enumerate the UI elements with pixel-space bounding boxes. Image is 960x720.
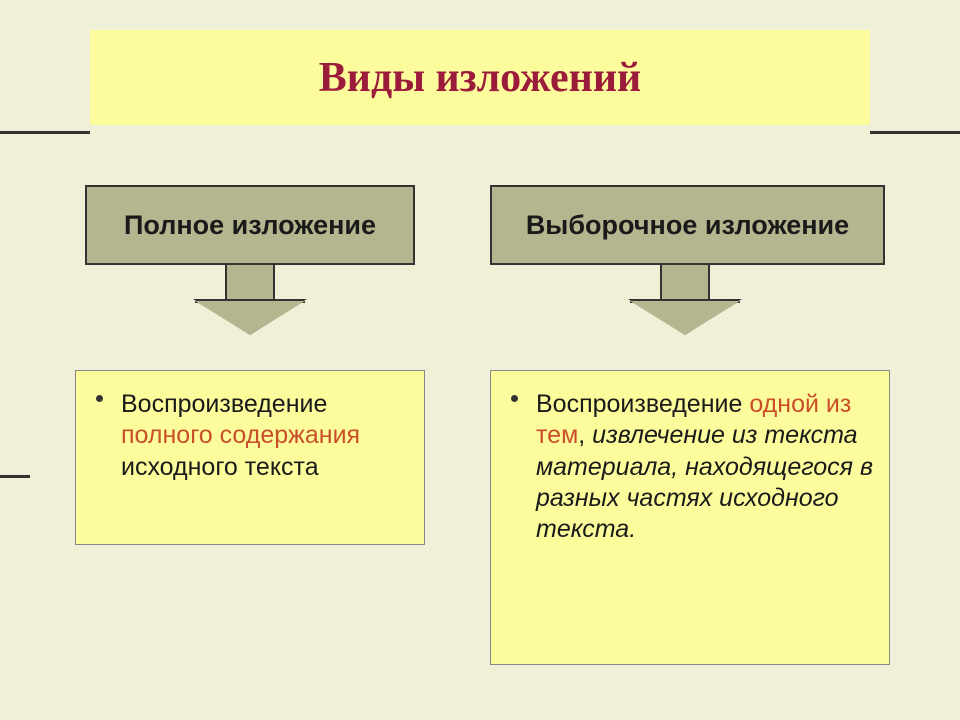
down-arrow-0 (195, 265, 305, 335)
rule-left (0, 131, 90, 134)
bullet-icon (511, 395, 518, 402)
description-box-0: Воспроизведение полного содержания исход… (75, 370, 425, 545)
description-box-1: Воспроизведение одной из тем, извлечение… (490, 370, 890, 665)
column-header-0: Полное изложение (85, 185, 415, 265)
description-text-0: Воспроизведение полного содержания исход… (121, 389, 409, 483)
bullet-icon (96, 395, 103, 402)
slide-title: Виды изложений (319, 54, 642, 102)
title-box: Виды изложений (90, 30, 870, 125)
description-text-1: Воспроизведение одной из тем, извлечение… (536, 389, 874, 545)
rule-side (0, 475, 30, 478)
rule-right (870, 131, 960, 134)
down-arrow-1 (630, 265, 740, 335)
column-header-1: Выборочное изложение (490, 185, 885, 265)
